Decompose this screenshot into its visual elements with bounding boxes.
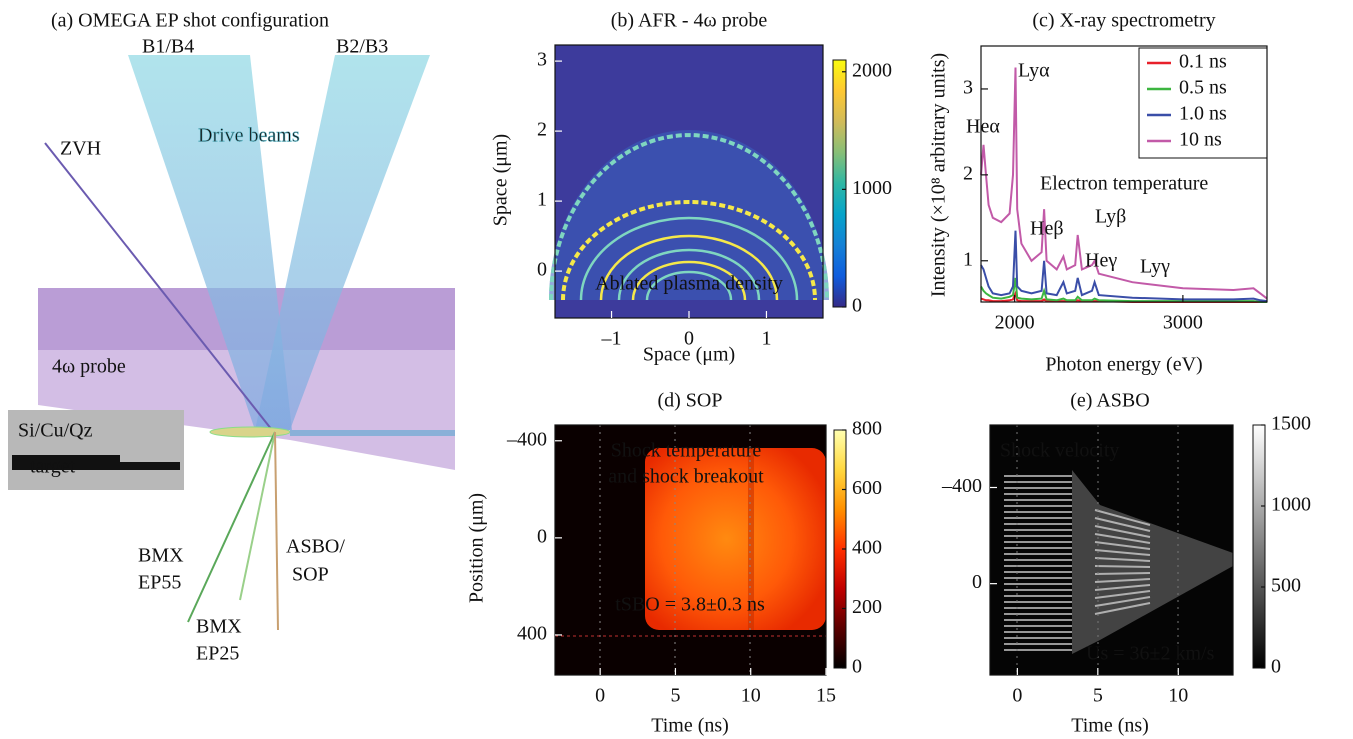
annotation: Shock velocity [1000,440,1119,462]
colorbar-tick-label: 500 [1271,575,1301,597]
colorbar-tick-label: 1500 [1271,413,1311,435]
bmx-line [240,432,275,600]
colorbar [833,60,846,307]
image-stripe [1095,566,1150,567]
x-tick-label: 10 [741,685,761,707]
diagram-title: (a) OMEGA EP shot configuration [51,10,329,32]
y-tick-label: 1 [963,248,973,270]
image-stripe [1095,573,1150,574]
diagram-label: ASBO/ [286,536,345,558]
y-tick-label: 3 [537,49,547,71]
legend-label: 0.5 ns [1179,77,1227,99]
x-tick-label: 2000 [995,312,1035,334]
diagram-label: Si/Cu/Qz [18,420,93,442]
target-disk [210,427,290,437]
diagram-a: (a) OMEGA EP shot configuration [8,10,455,630]
x-axis-label: Space (μm) [643,344,735,366]
annotation: Heα [966,116,1000,138]
colorbar-tick-label: 2000 [852,59,892,81]
y-axis-label: Space (μm) [490,134,512,226]
x-axis-label: Time (ns) [1071,715,1149,737]
colorbar-tick-label: 0 [1271,656,1281,678]
annotation: Shock temperature [611,440,762,462]
panel: 0 5 10 15 –400 0 400 (d) SOP Time (ns) Position (… [466,390,882,737]
y-tick-label: 400 [517,623,547,645]
x-tick-label: 10 [1168,685,1188,707]
legend-label: 1.0 ns [1179,103,1227,125]
annotation: Lyγ [1140,256,1170,278]
legend-label: 0.1 ns [1179,51,1227,73]
annotation: Us = 36±2 km/s [1086,643,1215,665]
diagram-label: ZVH [60,138,101,160]
x-axis-label: Time (ns) [651,715,729,737]
colorbar-tick-label: 600 [852,477,882,499]
diagram-label: EP25 [196,643,239,665]
y-tick-label: 2 [537,119,547,141]
annotation: Lyβ [1095,206,1126,228]
annotation: Ablated plasma density [595,273,783,295]
x-tick-label: 0 [595,685,605,707]
annotation: Heγ [1085,250,1117,272]
y-tick-label: 0 [537,525,547,547]
y-axis-label: Intensity (×10⁸ arbitrary units) [928,53,950,297]
x-tick-label: –1 [601,328,622,350]
panel-title: (b) AFR - 4ω probe [611,10,768,32]
colorbar-tick-label: 0 [852,656,862,678]
figure: (a) OMEGA EP shot configuration B1/B4 B2/… [0,0,1353,739]
y-tick-label: 1 [537,189,547,211]
x-tick-label: 5 [1093,685,1103,707]
y-tick-label: 0 [537,259,547,281]
bmx-line [188,432,275,622]
colorbar-tick-label: 800 [852,418,882,440]
diagram-label: BMX [138,545,184,567]
annotation: tSBO = 3.8±0.3 ns [615,594,765,616]
y-tick-label: –400 [941,475,982,497]
annotation: Electron temperature [1040,173,1208,195]
y-axis-label: Position (μm) [466,493,488,603]
legend-label: 10 ns [1179,129,1222,151]
y-tick-label: 2 [963,162,973,184]
x-tick-label: 1 [761,328,771,350]
colorbar-tick-label: 200 [852,596,882,618]
panel: 0 5 10 –400 0 (e) ASBO Time (ns) Shock velocity… [941,390,1311,737]
panel-title: (d) SOP [657,390,722,412]
diagram-label: B2/B3 [336,36,388,58]
y-tick-label: 0 [972,571,982,593]
x-tick-label: 15 [816,685,836,707]
x-tick-label: 5 [670,685,680,707]
y-tick-label: –400 [506,428,547,450]
panel: –1 0 1 0 1 2 3 (b) AFR - 4ω probe Space (μm) Spac… [490,10,892,366]
colorbar-tick-label: 1000 [852,177,892,199]
panel-title: (e) ASBO [1070,390,1149,412]
asbo-line [275,432,278,630]
x-tick-label: 0 [1012,685,1022,707]
diagram-label: target [30,456,76,478]
panel: 0.1 ns 0.5 ns 1.0 ns 10 ns 2000 3000 1 2 3 (c) X-… [928,10,1267,376]
diagram-label: SOP [292,564,329,586]
annotation: Lyα [1018,60,1050,82]
diagram-label: BMX [196,616,242,638]
annotation: Heβ [1030,218,1064,240]
panel-title: (c) X-ray spectrometry [1032,10,1215,32]
diagram-label: EP55 [138,572,181,594]
diagram-label: Drive beams [198,125,300,147]
x-axis-label: Photon energy (eV) [1045,354,1202,376]
colorbar-tick-label: 0 [852,295,862,317]
y-tick-label: 3 [963,77,973,99]
colorbar [1253,425,1265,668]
x-tick-label: 3000 [1163,312,1203,334]
colorbar-tick-label: 400 [852,537,882,559]
colorbar-tick-label: 1000 [1271,494,1311,516]
annotation: and shock breakout [608,466,764,488]
diagram-label: 4ω probe [52,356,126,378]
diagram-label: B1/B4 [142,36,194,58]
probe-line [290,430,455,436]
